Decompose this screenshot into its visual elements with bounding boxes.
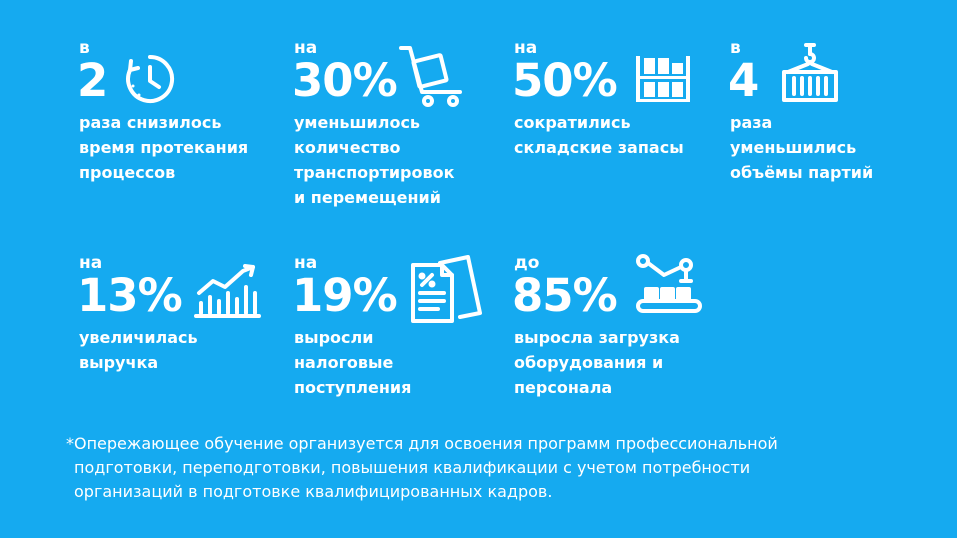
stat-equipment-load: до 85% выросла загрузка оборудования и п…: [512, 253, 734, 403]
robot-conveyor-icon: [634, 253, 704, 319]
stat-value: 50%: [512, 54, 618, 107]
stat-description: увеличилась выручка: [79, 328, 198, 372]
stat-value: 13%: [77, 269, 183, 322]
stat-prefix: в: [730, 38, 741, 58]
stat-prefix: до: [514, 253, 540, 273]
stat-transport: на 30% уменьшилось количество транспорти…: [292, 38, 494, 208]
stat-value: 4: [728, 54, 759, 107]
crane-container-icon: [778, 42, 842, 110]
stat-prefix: на: [294, 253, 318, 273]
stat-value: 2: [77, 54, 108, 107]
cart-icon: [398, 44, 466, 112]
growth-chart-icon: [193, 263, 261, 323]
stat-value: 85%: [512, 269, 618, 322]
stat-revenue: на 13% увеличилась выручка: [77, 253, 279, 373]
stat-prefix: в: [79, 38, 90, 58]
clock-icon: [123, 52, 177, 110]
stat-warehouse: на 50% сократились складские запасы: [512, 38, 714, 158]
stat-tax-revenue: на 19% выросли налоговые поступления: [292, 253, 494, 403]
stat-batch-size: в 4 раза уменьшились объёмы партий: [728, 38, 930, 188]
stat-process-time: в 2 раза снизилось время протекания проц…: [77, 38, 279, 188]
stat-value: 19%: [292, 269, 398, 322]
stat-description: раза снизилось время протекания процессо…: [79, 113, 249, 182]
stat-prefix: на: [514, 38, 538, 58]
stat-prefix: на: [79, 253, 103, 273]
stat-description: сократились складские запасы: [514, 113, 684, 157]
footnote-line: подготовки, переподготовки, повышения кв…: [74, 458, 751, 477]
stat-value: 30%: [292, 54, 398, 107]
stat-prefix: на: [294, 38, 318, 58]
stat-description: выросли налоговые поступления: [294, 328, 412, 397]
stat-description: раза уменьшились объёмы партий: [730, 113, 874, 182]
footnote-line: организаций в подготовке квалифицированн…: [74, 482, 553, 501]
stat-description: уменьшилось количество транспортировок и…: [294, 113, 455, 207]
footnote: *Опережающее обучение организуется для о…: [66, 432, 926, 504]
warehouse-shelves-icon: [634, 54, 692, 108]
footnote-line: *Опережающее обучение организуется для о…: [66, 434, 778, 453]
stat-description: выросла загрузка оборудования и персонал…: [514, 328, 680, 397]
tax-documents-icon: [410, 253, 482, 329]
